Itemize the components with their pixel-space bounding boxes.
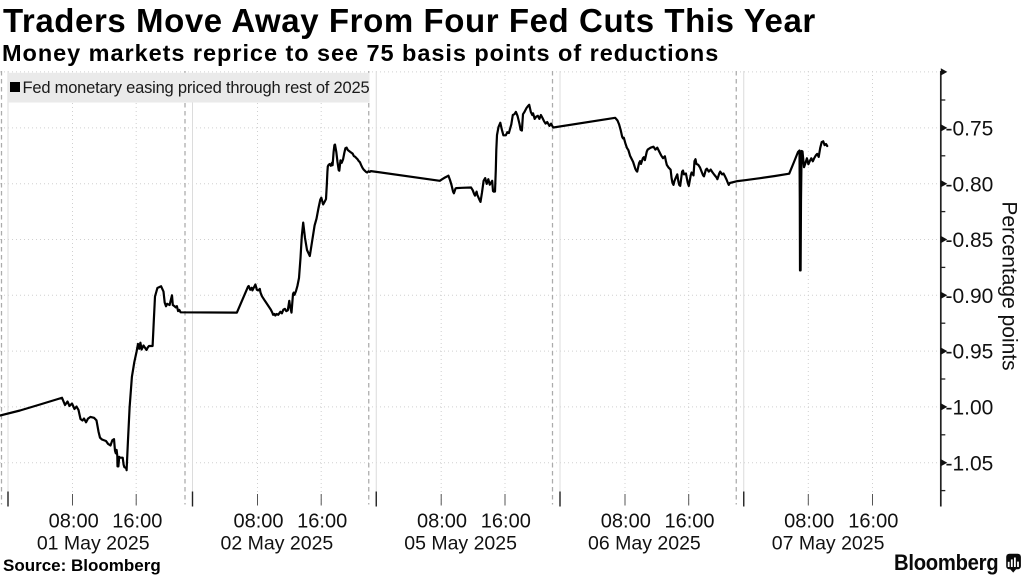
svg-text:06 May 2025: 06 May 2025 xyxy=(588,533,701,555)
svg-text:Fed monetary easing priced thr: Fed monetary easing priced through rest … xyxy=(23,79,370,97)
svg-text:-0.95: -0.95 xyxy=(946,341,994,364)
svg-text:-1.00: -1.00 xyxy=(946,397,994,420)
svg-text:07 May 2025: 07 May 2025 xyxy=(772,533,885,555)
svg-text:08:00: 08:00 xyxy=(601,511,651,533)
svg-text:08:00: 08:00 xyxy=(233,511,283,533)
svg-text:Percentage points: Percentage points xyxy=(998,201,1021,370)
svg-text:16:00: 16:00 xyxy=(297,511,347,533)
svg-text:-0.85: -0.85 xyxy=(946,229,994,252)
svg-text:16:00: 16:00 xyxy=(112,511,162,533)
svg-text:-1.05: -1.05 xyxy=(946,452,994,475)
svg-text:05 May 2025: 05 May 2025 xyxy=(404,533,517,555)
svg-text:16:00: 16:00 xyxy=(481,511,531,533)
svg-text:08:00: 08:00 xyxy=(784,511,834,533)
svg-text:08:00: 08:00 xyxy=(417,511,467,533)
svg-text:08:00: 08:00 xyxy=(49,511,99,533)
svg-text:16:00: 16:00 xyxy=(848,511,898,533)
svg-text:-0.75: -0.75 xyxy=(946,118,994,141)
svg-text:-0.90: -0.90 xyxy=(946,285,994,308)
svg-text:01 May 2025: 01 May 2025 xyxy=(37,533,150,555)
svg-text:-0.80: -0.80 xyxy=(946,173,994,196)
svg-text:02 May 2025: 02 May 2025 xyxy=(221,533,334,555)
svg-text:16:00: 16:00 xyxy=(664,511,714,533)
